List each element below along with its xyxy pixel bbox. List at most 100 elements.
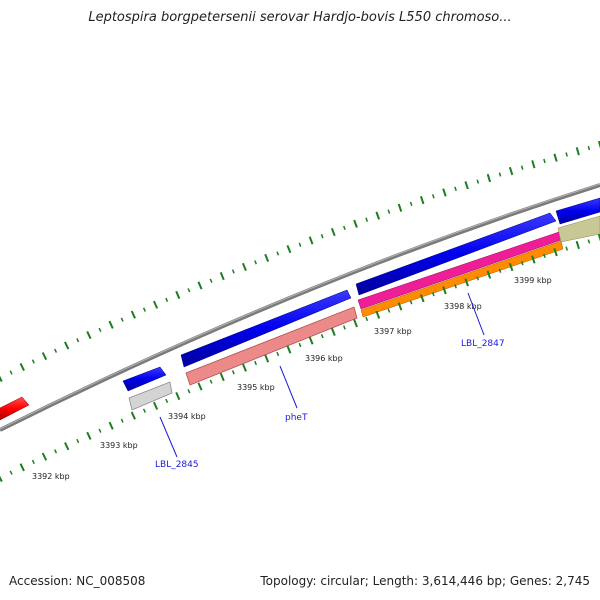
gene-label-lbl-2845[interactable]: LBL_2845 [155, 460, 199, 470]
inner-tick [565, 246, 569, 251]
scale-label-3396: 3396 kbp [305, 354, 343, 363]
inner-tick [152, 401, 159, 410]
inner-tick [597, 233, 600, 242]
outer-tick [9, 370, 13, 375]
outer-tick [98, 327, 102, 332]
inner-tick [197, 382, 203, 391]
gene-feature-magenta [357, 231, 562, 310]
outer-tick [375, 211, 381, 220]
outer-tick [597, 140, 600, 149]
leader-line-lbl-2847 [467, 292, 485, 336]
inner-tick [330, 327, 336, 336]
outer-tick [442, 188, 447, 197]
cds-feature-lbl-2847[interactable] [355, 212, 557, 296]
inner-tick [175, 391, 181, 401]
accession-label: Accession: NC_008508 [9, 574, 146, 588]
inner-tick [553, 248, 558, 257]
inner-tick [442, 286, 447, 295]
outer-tick [187, 288, 191, 293]
outer-tick [142, 307, 146, 312]
gene-feature-orange [360, 240, 564, 318]
outer-tick [197, 281, 203, 290]
inner-tick [308, 336, 314, 345]
outer-tick [397, 203, 403, 212]
inner-tick [476, 276, 480, 281]
inner-tick [231, 370, 235, 375]
outer-tick [454, 186, 457, 191]
inner-tick [187, 389, 191, 394]
gene-feature-grey [128, 381, 173, 411]
inner-tick [209, 379, 213, 384]
genome-summary: Topology: circular; Length: 3,614,446 bp… [260, 574, 590, 588]
scale-label-3397: 3397 kbp [374, 327, 412, 336]
inner-tick [575, 240, 580, 250]
scale-label-3394: 3394 kbp [168, 412, 206, 421]
outer-tick [219, 272, 225, 281]
inner-tick [464, 278, 469, 287]
outer-tick [298, 242, 302, 247]
inner-tick [165, 398, 169, 404]
outer-tick [286, 245, 292, 254]
cds-feature-right[interactable] [555, 197, 600, 225]
outer-tick-ring [0, 140, 600, 383]
inner-tick [54, 449, 58, 454]
inner-tick [508, 262, 514, 272]
outer-tick [231, 269, 235, 274]
outer-tick [543, 158, 546, 164]
outer-tick [498, 172, 502, 177]
outer-tick [486, 173, 492, 183]
trna-feature-left[interactable] [0, 396, 30, 421]
cds-feature-lbl-2845[interactable] [122, 366, 167, 392]
outer-tick [31, 359, 35, 364]
gene-feature-olive [557, 215, 600, 243]
inner-tick [254, 360, 257, 366]
inner-tick [397, 302, 403, 311]
outer-tick [209, 278, 213, 283]
outer-tick [553, 153, 558, 162]
inner-tick [298, 342, 302, 348]
inner-tick [320, 334, 324, 339]
outer-tick [54, 348, 58, 353]
inner-tick [264, 354, 270, 363]
outer-tick [108, 320, 114, 329]
inner-tick [9, 470, 13, 475]
outer-tick [276, 251, 280, 256]
outer-tick [330, 227, 336, 237]
inner-tick-ring [0, 233, 600, 483]
inner-tick [353, 319, 358, 328]
gene-label-lbl-2847[interactable]: LBL_2847 [461, 339, 505, 349]
outer-tick [152, 300, 159, 309]
inner-tick [587, 239, 591, 244]
inner-tick [343, 325, 346, 330]
gene-label-phet[interactable]: pheT [285, 413, 308, 423]
inner-tick [498, 268, 502, 273]
inner-tick [19, 463, 25, 472]
outer-tick [320, 234, 324, 239]
inner-tick [219, 372, 225, 382]
outer-tick [241, 262, 247, 271]
inner-tick [286, 345, 292, 354]
outer-tick [264, 253, 270, 262]
outer-tick [476, 179, 480, 184]
outer-tick [587, 145, 591, 151]
cds-feature-phet[interactable] [180, 289, 352, 368]
map-title: Leptospira borgpetersenii serovar Hardjo… [88, 10, 512, 25]
inner-tick [41, 452, 48, 461]
inner-tick [241, 363, 247, 372]
outer-tick [86, 330, 92, 340]
inner-tick [486, 270, 492, 279]
inner-tick [520, 261, 524, 266]
inner-tick [98, 428, 102, 433]
genome-backbone [0, 183, 600, 432]
scale-label-3398: 3398 kbp [444, 302, 482, 311]
inner-tick [387, 308, 391, 313]
inner-tick [86, 431, 92, 440]
outer-tick [64, 341, 70, 350]
outer-tick [165, 297, 169, 302]
outer-tick [76, 338, 80, 343]
inner-tick [454, 284, 457, 289]
inner-tick [531, 255, 536, 264]
outer-tick [365, 217, 369, 222]
